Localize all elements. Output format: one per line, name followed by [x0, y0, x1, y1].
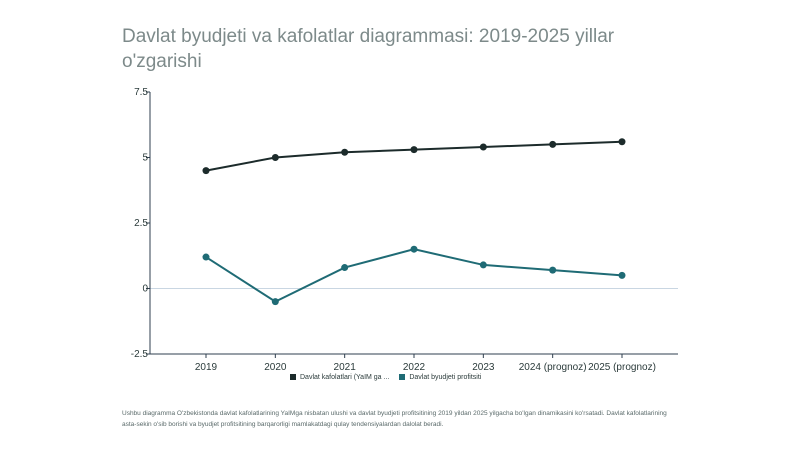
x-tick-label: 2025 (prognoz) — [588, 362, 656, 373]
x-tick-label: 2022 — [403, 362, 426, 373]
data-point-series-1 — [549, 140, 557, 148]
legend-label-series-1: Davlat kafolatlari (YaIM ga ... — [300, 373, 390, 381]
legend-swatch-series-1 — [290, 374, 296, 380]
x-tick-label: 2023 — [472, 362, 495, 373]
y-tick-label: 7.5 — [134, 87, 148, 98]
data-point-series-1 — [271, 154, 279, 161]
legend-label-series-2: Davlat byudjeti profitsiti — [409, 373, 482, 381]
data-point-series-2 — [271, 298, 279, 306]
data-point-series-1 — [341, 148, 349, 156]
data-point-series-2 — [410, 245, 418, 253]
y-tick-label: 5 — [142, 153, 148, 164]
y-tick-label: 0 — [142, 284, 148, 295]
data-point-series-2 — [479, 261, 487, 269]
x-tick-label: 2019 — [195, 362, 218, 373]
series-line-2 — [205, 248, 623, 303]
x-tick-label: 2021 — [334, 362, 357, 373]
data-point-series-1 — [410, 146, 418, 154]
data-point-series-1 — [618, 138, 626, 146]
chart-note: Ushbu diagramma O'zbekistonda davlat kaf… — [122, 410, 667, 428]
data-point-series-2 — [341, 264, 349, 272]
data-point-series-2 — [618, 271, 626, 279]
series-line-1 — [205, 140, 623, 172]
legend-swatch-series-2 — [399, 374, 406, 380]
legend-item-series-2[interactable]: Davlat byudjeti profitsiti — [399, 374, 481, 381]
data-point-series-1 — [202, 167, 210, 175]
y-tick-label: 2.5 — [134, 218, 148, 229]
data-point-series-2 — [549, 266, 557, 274]
data-point-series-1 — [479, 143, 487, 151]
y-tick-label: -2.5 — [131, 349, 149, 360]
x-tick-label: 2024 (prognoz) — [519, 362, 587, 373]
legend-item-series-1[interactable]: Davlat kafolatlari (YaIM ga ... — [290, 374, 389, 381]
chart-title: Davlat byudjeti va kafolatlar diagrammas… — [122, 26, 615, 72]
chart-legend: Davlat kafolatlari (YaIM ga ... Davlat b… — [290, 371, 481, 383]
x-tick-label: 2020 — [264, 362, 287, 373]
data-point-series-2 — [202, 253, 210, 261]
